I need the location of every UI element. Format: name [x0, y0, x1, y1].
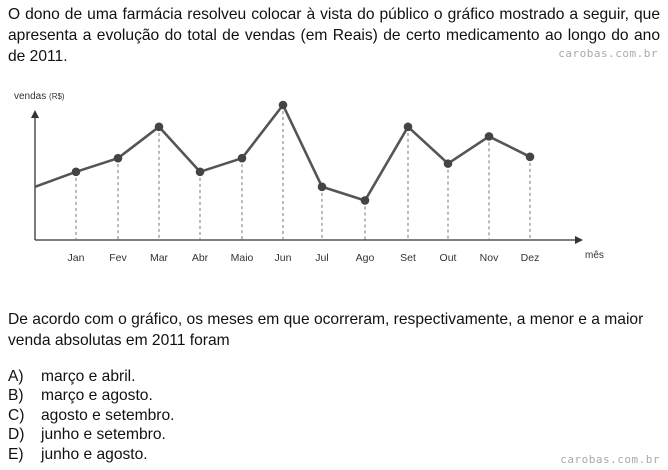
chart-drop-lines: [75, 105, 531, 240]
option-text: agosto e setembro.: [41, 406, 175, 424]
question-text: De acordo com o gráfico, os meses em que…: [8, 311, 644, 349]
option-c[interactable]: C) agosto e setembro.: [8, 406, 175, 425]
option-text: março e abril.: [41, 368, 136, 385]
y-axis-unit: (R$): [49, 92, 65, 101]
x-tick-label: Maio: [231, 252, 254, 264]
data-point: [443, 159, 453, 168]
data-point: [195, 167, 205, 177]
option-d[interactable]: D) junho e setembro.: [8, 425, 175, 444]
y-axis-title: vendas (R$): [14, 91, 65, 102]
watermark-top: carobas.com.br: [558, 47, 658, 60]
x-axis-title: mês: [585, 250, 604, 261]
watermark-bottom: carobas.com.br: [560, 453, 660, 466]
option-letter: D): [8, 426, 25, 444]
option-text: março e agosto.: [41, 387, 153, 405]
chart-tick-labels: vendas (R$) mês Jan Fev Mar Abr Maio Jun Jul Ago S…: [14, 91, 604, 264]
data-point: [154, 122, 164, 132]
x-tick-label: Out: [440, 252, 457, 264]
option-b[interactable]: B) março e agosto.: [8, 386, 175, 405]
data-point: [71, 167, 81, 177]
x-tick-label: Set: [400, 252, 416, 264]
option-a[interactable]: A) março e abril.: [8, 367, 175, 386]
x-tick-label: Jul: [315, 252, 328, 264]
x-tick-label: Ago: [356, 252, 375, 264]
x-tick-label: Jan: [68, 252, 85, 264]
data-point: [484, 132, 494, 141]
intro-text: O dono de uma farmácia resolveu colocar …: [8, 6, 660, 65]
option-e[interactable]: E) junho e agosto.: [8, 445, 175, 464]
data-point: [237, 153, 247, 163]
x-tick-label: Dez: [521, 252, 540, 264]
answer-options: A) março e abril. B) março e agosto. C) ago…: [8, 367, 175, 464]
x-tick-label: Nov: [480, 252, 499, 264]
x-tick-label: Abr: [192, 252, 209, 264]
option-letter: A): [8, 368, 24, 385]
option-letter: C): [8, 406, 25, 424]
sales-line-chart: vendas (R$) mês Jan Fev Mar Abr Maio Jun Jul Ago S…: [14, 91, 604, 264]
data-point: [317, 182, 327, 192]
data-point: [360, 196, 370, 205]
data-point: [525, 152, 535, 162]
data-point: [403, 122, 413, 132]
chart-series: [34, 100, 535, 205]
option-letter: B): [8, 387, 24, 405]
x-tick-label: Jun: [275, 252, 292, 264]
chart-axes: [31, 110, 583, 244]
y-axis-arrow: [31, 110, 39, 118]
data-point: [278, 100, 288, 110]
x-tick-label: Mar: [150, 252, 169, 264]
option-letter: E): [8, 445, 24, 463]
x-axis-arrow: [575, 236, 583, 244]
option-text: junho e setembro.: [41, 426, 166, 444]
x-tick-label: Fev: [109, 252, 127, 264]
option-text: junho e agosto.: [41, 445, 148, 463]
data-point: [113, 153, 123, 163]
